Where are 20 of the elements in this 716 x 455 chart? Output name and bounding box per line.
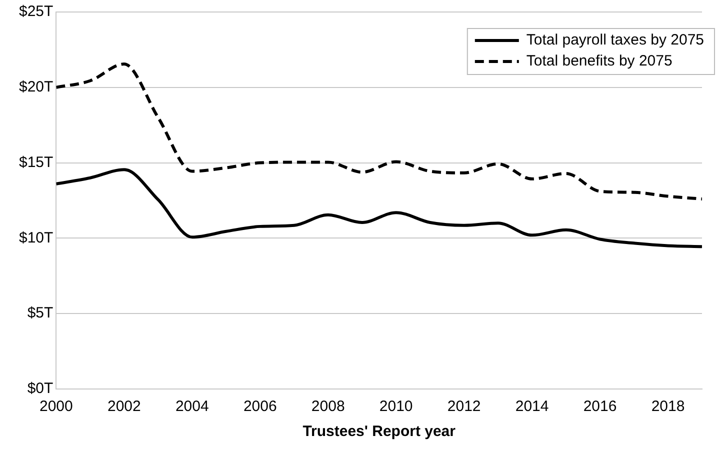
y-tick-label: $10T — [18, 229, 54, 246]
y-tick-label: $20T — [18, 78, 54, 96]
y-tick-label: $25T — [18, 3, 54, 20]
y-tick-label: $0T — [27, 380, 54, 398]
x-tick-label: 2002 — [107, 398, 141, 416]
legend-label: Total payroll taxes by 2075 — [526, 32, 704, 49]
x-tick-label: 2000 — [40, 398, 73, 416]
legend-label: Total benefits by 2075 — [526, 52, 672, 70]
x-tick-label: 2018 — [651, 398, 685, 416]
x-tick-label: 2010 — [379, 398, 413, 416]
line-series — [56, 168, 702, 248]
x-tick-label: 2012 — [447, 398, 481, 416]
y-tick-label: $5T — [27, 304, 54, 322]
x-tick-label: 2008 — [311, 398, 345, 416]
x-tick-label: 2004 — [175, 398, 209, 416]
x-tick-label: 2014 — [515, 398, 549, 416]
y-tick-label: $15T — [18, 154, 54, 171]
x-tick-label: 2016 — [583, 398, 617, 416]
x-tick-label: 2006 — [243, 398, 277, 416]
x-axis-title: Trustees' Report year — [302, 423, 456, 440]
